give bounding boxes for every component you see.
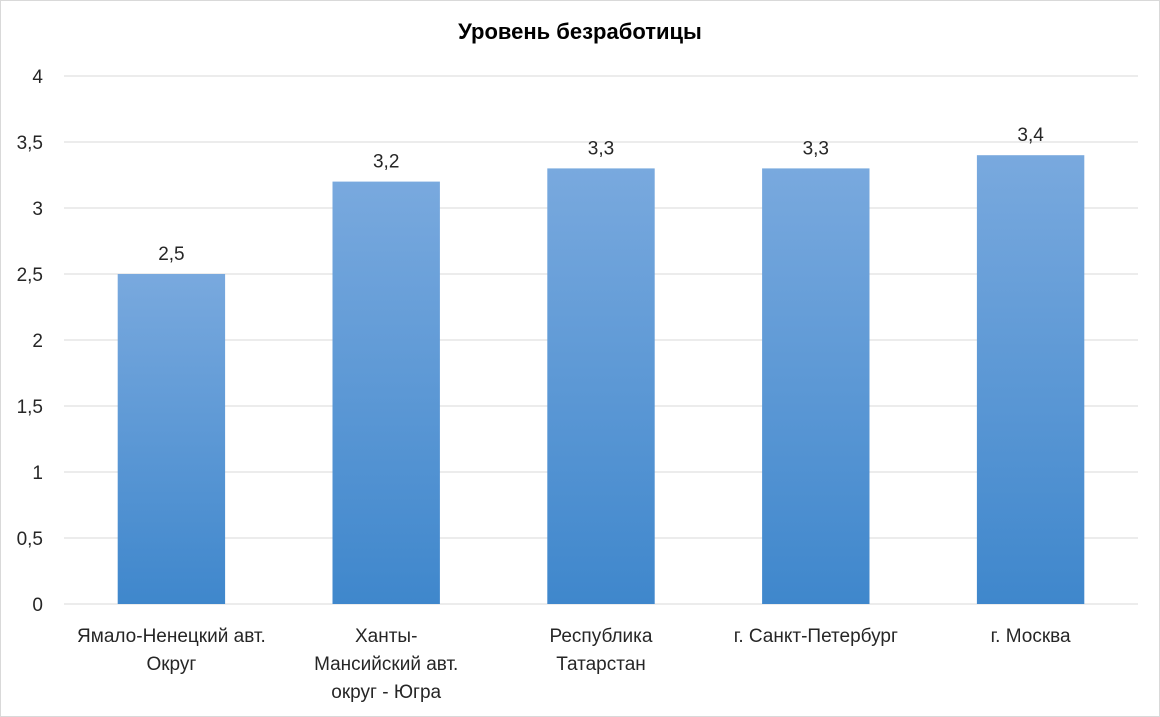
y-tick-label: 0,5 [17, 529, 43, 550]
y-tick-label: 3,5 [17, 133, 43, 154]
data-label: 3,3 [803, 138, 829, 159]
x-tick-label: Республика Татарстан [550, 626, 653, 675]
bar [762, 168, 870, 604]
x-tick-label: Ямало-Ненецкий авт. Округ [77, 626, 266, 675]
x-tick-label: г. Москва [991, 626, 1071, 647]
chart-title: Уровень безработицы [458, 19, 702, 44]
bar [117, 274, 226, 604]
data-label: 3,4 [1017, 125, 1044, 146]
bar [332, 181, 440, 604]
y-tick-label: 2,5 [17, 265, 43, 286]
y-tick-label: 4 [32, 67, 43, 88]
x-tick-label: Ханты-Мансийский авт. округ - Югра [314, 626, 458, 703]
bar [547, 168, 655, 604]
y-tick-label: 1 [32, 463, 43, 484]
y-tick-label: 0 [32, 595, 43, 616]
y-tick-label: 2 [32, 331, 43, 352]
y-tick-label: 1,5 [17, 397, 43, 418]
data-label: 3,2 [373, 152, 399, 173]
y-tick-label: 3 [32, 199, 43, 220]
bar [976, 155, 1085, 604]
data-label: 3,3 [588, 138, 614, 159]
data-label: 2,5 [158, 244, 184, 265]
x-tick-label: г. Санкт-Петербург [734, 626, 898, 647]
